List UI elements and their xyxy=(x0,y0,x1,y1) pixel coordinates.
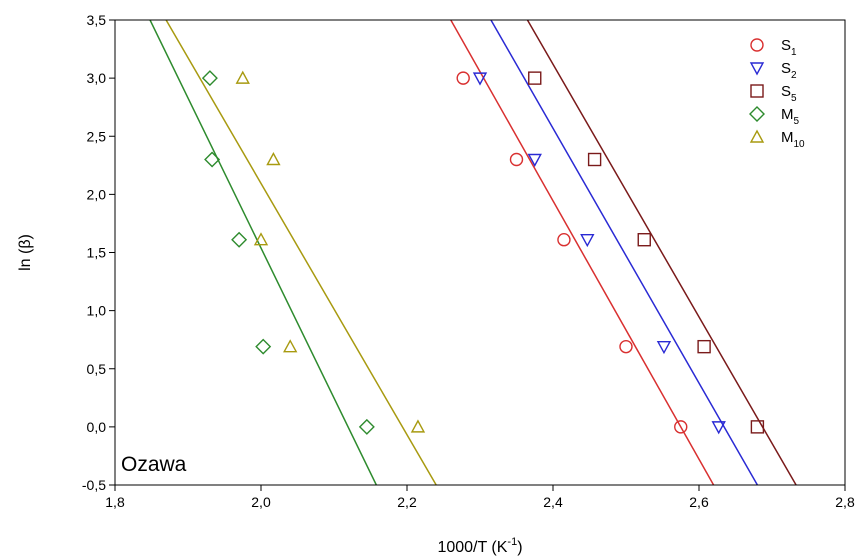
y-tick-label: 3,0 xyxy=(87,70,107,86)
fit-line-m10 xyxy=(165,20,437,485)
point-m10 xyxy=(410,419,426,433)
x-tick-label: 2,0 xyxy=(251,494,271,510)
legend-marker-s2 xyxy=(749,62,765,76)
point-s2 xyxy=(580,234,595,248)
point-m5 xyxy=(201,70,218,87)
point-s2 xyxy=(711,421,726,435)
y-tick-label: 0,0 xyxy=(87,419,107,435)
x-tick-label: 2,6 xyxy=(689,494,709,510)
point-m5 xyxy=(231,231,248,248)
point-s5 xyxy=(697,339,711,354)
x-axis-title-main: 1000/T (K xyxy=(437,539,507,556)
y-tick-label: 2,0 xyxy=(87,186,107,202)
fit-line-s1 xyxy=(450,20,715,485)
x-axis-title-close: ) xyxy=(517,539,522,556)
y-tick-label: -0,5 xyxy=(82,477,106,493)
point-s2 xyxy=(656,340,672,355)
legend-label-m5: M5 xyxy=(781,106,800,127)
legend-label-s1: S1 xyxy=(781,37,797,58)
point-m10 xyxy=(253,232,269,246)
fit-line-m5 xyxy=(149,20,378,485)
y-tick-label: 0,5 xyxy=(87,361,107,377)
plot-frame xyxy=(114,19,846,486)
y-axis-title: ln (β) xyxy=(17,234,34,271)
x-tick-label: 1,8 xyxy=(105,494,125,510)
point-s5 xyxy=(528,71,542,85)
axis-ticks: 1,8 2,0 2,2 2,4 2,6 2,8 -0,5 0,0 0,5 1,0 1,5 2,0 2,5… xyxy=(82,12,855,510)
point-s2 xyxy=(472,72,488,86)
point-s1 xyxy=(456,71,470,85)
point-m10 xyxy=(266,152,281,166)
x-axis-title: 1000/T (K-1) xyxy=(437,536,522,556)
y-tick-label: 1,5 xyxy=(87,245,107,261)
x-tick-label: 2,8 xyxy=(835,494,855,510)
x-tick-label: 2,4 xyxy=(543,494,563,510)
point-s1 xyxy=(619,339,633,354)
point-m10 xyxy=(235,70,250,84)
point-s2 xyxy=(527,153,542,167)
point-s5 xyxy=(637,233,651,247)
point-s1 xyxy=(674,420,688,434)
point-m5 xyxy=(204,151,221,168)
point-m5 xyxy=(255,338,272,355)
legend-marker-m5 xyxy=(749,106,765,122)
point-s5 xyxy=(750,420,765,434)
legend-label-m10: M10 xyxy=(781,129,805,150)
legend-label-s2: S2 xyxy=(781,60,797,81)
legend-marker-m10 xyxy=(749,129,765,143)
x-axis-title-sup: -1 xyxy=(507,536,517,548)
point-m10 xyxy=(283,339,298,353)
y-tick-label: 1,0 xyxy=(87,303,107,319)
legend-marker-s5 xyxy=(750,84,764,98)
data-points xyxy=(201,70,765,435)
legend-label-s5: S5 xyxy=(781,83,797,104)
fit-line-s5 xyxy=(526,20,797,485)
point-s1 xyxy=(557,233,571,247)
point-s5 xyxy=(587,152,602,167)
y-tick-label: 3,5 xyxy=(87,12,107,28)
fit-lines xyxy=(149,20,797,485)
legend-marker-s1 xyxy=(750,38,764,52)
point-m5 xyxy=(358,418,375,435)
point-s1 xyxy=(509,152,524,167)
x-tick-label: 2,2 xyxy=(397,494,417,510)
method-annotation: Ozawa xyxy=(121,453,187,476)
fit-line-s2 xyxy=(490,20,759,485)
y-tick-label: 2,5 xyxy=(87,128,107,144)
